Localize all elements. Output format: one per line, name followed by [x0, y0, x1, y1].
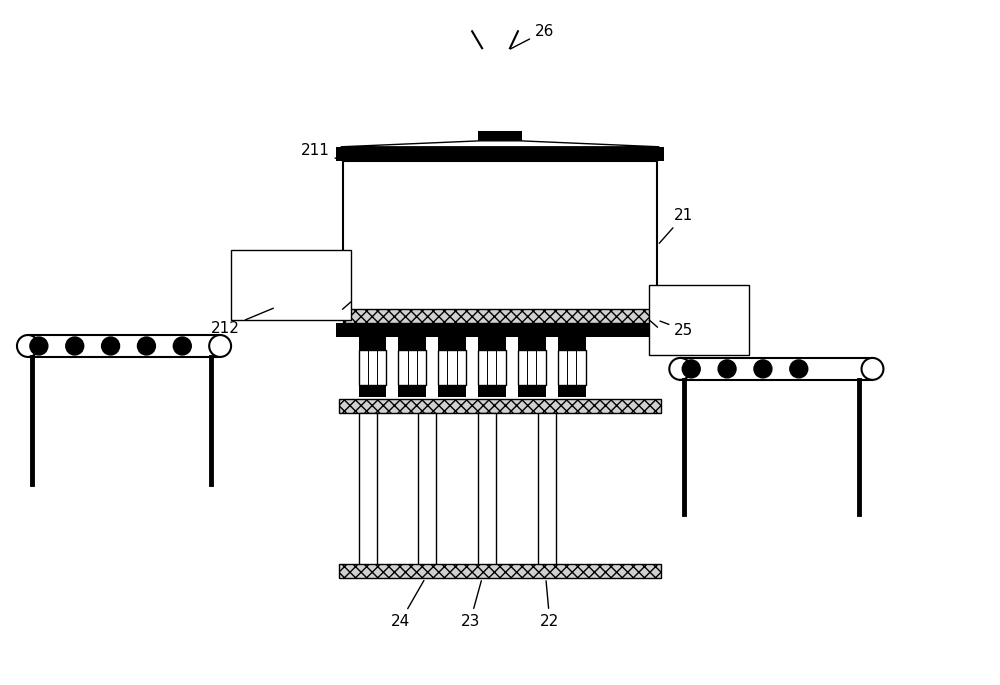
Circle shape [718, 360, 736, 378]
Bar [680, 358, 872, 380]
Circle shape [669, 358, 691, 380]
Bar [359, 350, 386, 385]
Bar [438, 337, 466, 350]
Circle shape [754, 360, 772, 378]
Circle shape [790, 360, 808, 378]
Bar [438, 385, 466, 397]
Bar [339, 564, 661, 578]
Bar [558, 385, 586, 397]
Polygon shape [341, 141, 659, 147]
Text: 22: 22 [540, 581, 559, 629]
Bar [359, 385, 386, 397]
Text: 211: 211 [301, 143, 340, 160]
Bar [359, 413, 377, 566]
Bar [518, 385, 546, 397]
Bar [518, 350, 546, 385]
Circle shape [173, 337, 191, 355]
Text: 212: 212 [211, 308, 273, 336]
Circle shape [30, 337, 48, 355]
Bar [478, 413, 496, 566]
Bar [418, 413, 436, 566]
Text: 21: 21 [659, 208, 694, 243]
Circle shape [17, 335, 39, 357]
Bar [343, 161, 657, 315]
Bar [398, 337, 426, 350]
Text: 25: 25 [660, 321, 694, 338]
Circle shape [682, 360, 700, 378]
Bar [558, 337, 586, 350]
Bar [478, 131, 522, 141]
Bar [558, 350, 586, 385]
Bar [478, 337, 506, 350]
Circle shape [862, 358, 883, 380]
Circle shape [209, 335, 231, 357]
Circle shape [66, 337, 84, 355]
Bar [538, 413, 556, 566]
Bar [398, 350, 426, 385]
Bar [359, 337, 386, 350]
Bar [231, 251, 351, 320]
Bar [478, 385, 506, 397]
Circle shape [102, 337, 120, 355]
Bar [336, 323, 664, 337]
Text: 24: 24 [391, 580, 424, 629]
Bar [28, 335, 220, 357]
Bar [339, 399, 661, 413]
Bar [343, 309, 657, 323]
Text: 23: 23 [460, 581, 481, 629]
Bar [478, 350, 506, 385]
Circle shape [137, 337, 155, 355]
Bar [518, 337, 546, 350]
Bar [478, 141, 522, 145]
Bar [336, 147, 664, 161]
Text: 26: 26 [510, 24, 554, 49]
Bar [398, 385, 426, 397]
Bar [438, 350, 466, 385]
Bar [649, 285, 749, 355]
